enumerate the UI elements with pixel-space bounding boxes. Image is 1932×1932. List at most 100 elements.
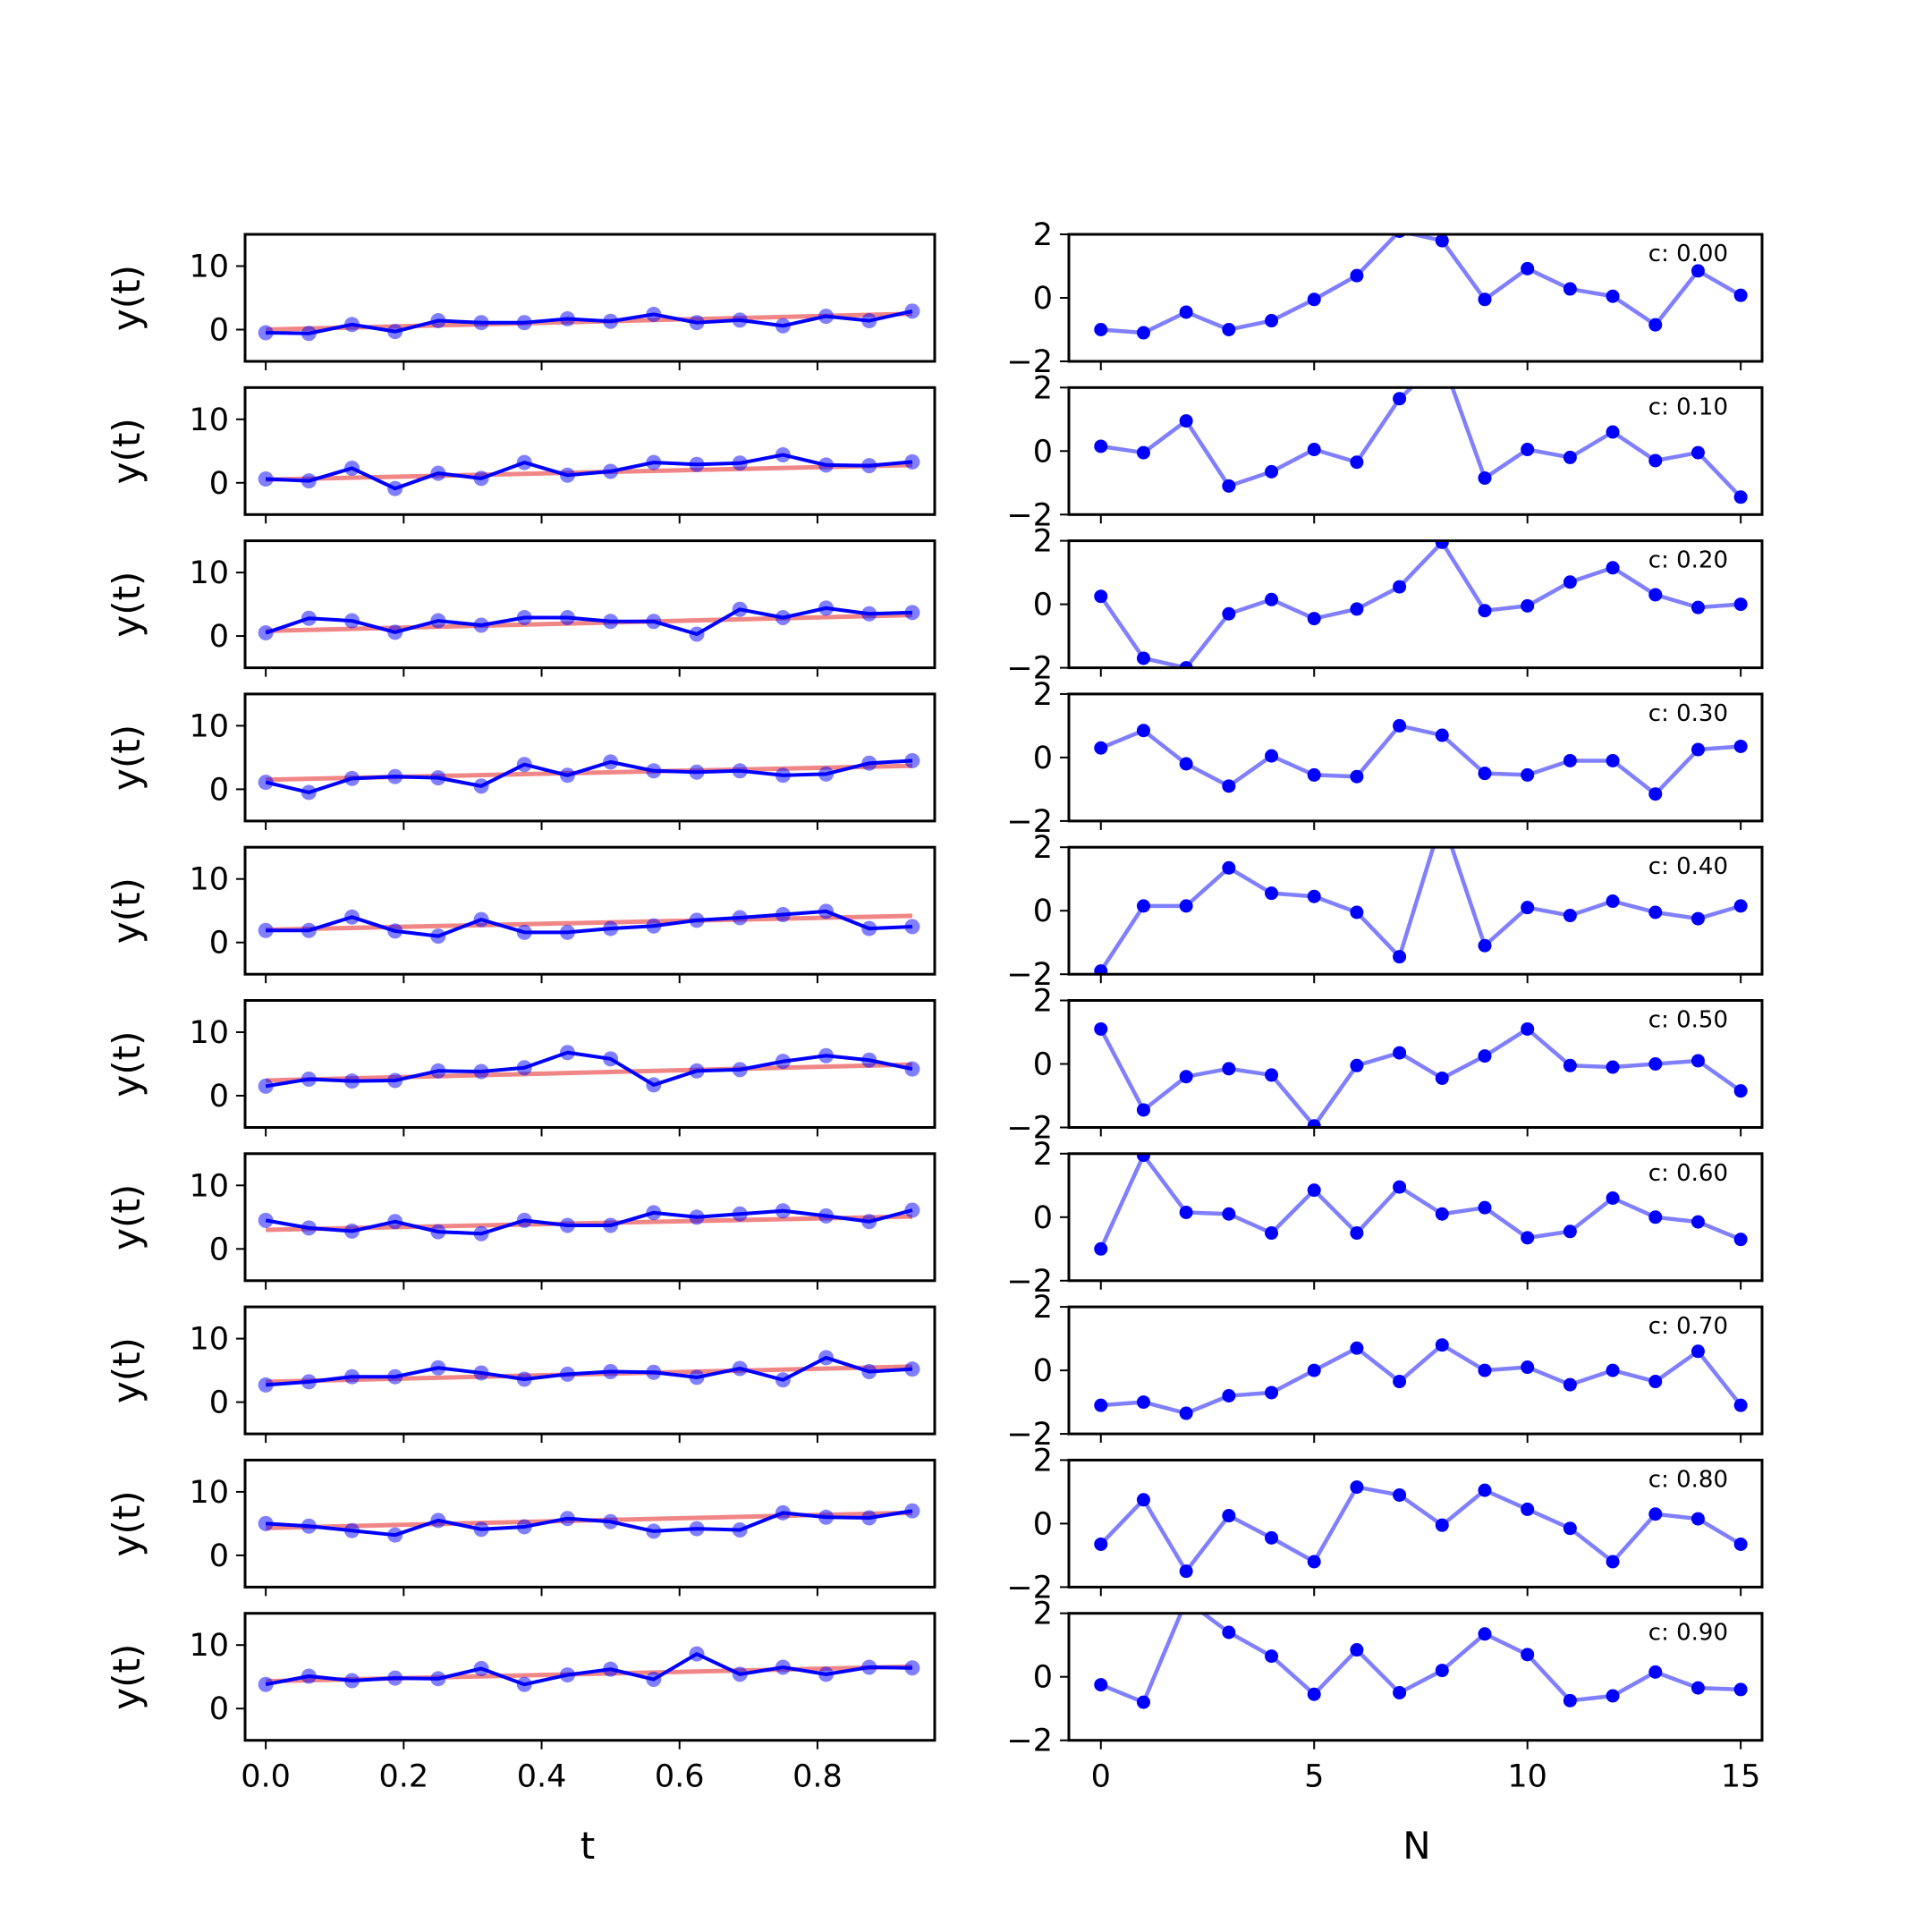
residual-marker [1733, 739, 1748, 753]
y-tick-label: 0 [1033, 588, 1053, 623]
y-tick-label: 2 [1033, 677, 1053, 713]
y-tick-label: 2 [1033, 217, 1053, 253]
residual-marker [1563, 1521, 1577, 1536]
residual-panel: −2 0 2 0 5 10 15 c: 0.90 [1006, 1597, 1764, 1795]
residual-marker [1648, 1375, 1663, 1389]
y-tick-label: 10 [189, 1322, 229, 1358]
residual-marker [1606, 1191, 1620, 1205]
residual-line [1100, 1343, 1742, 1416]
residual-marker [1521, 767, 1535, 782]
residual-marker [1690, 1215, 1705, 1229]
axes-frame [243, 1458, 936, 1589]
residual-marker [1350, 1058, 1364, 1072]
time-series-panel: 0 10 y(t) [105, 386, 936, 524]
residual-marker [1393, 718, 1407, 733]
observed-line [266, 309, 913, 335]
residual-plot-area [1094, 847, 1748, 975]
y-tick-label: 10 [189, 250, 229, 285]
y-tick-label: 2 [1033, 1597, 1053, 1632]
residual-marker [1478, 604, 1492, 618]
residual-marker [1350, 1480, 1364, 1495]
residual-marker [1179, 899, 1193, 913]
residual-marker [1733, 1398, 1748, 1412]
y-tick-label: −2 [1006, 1417, 1053, 1453]
y-tick-label: −2 [1006, 497, 1053, 533]
observed-line [266, 1509, 913, 1538]
residual-marker [1265, 1649, 1279, 1664]
observed-line [265, 606, 913, 636]
y-tick-label: −2 [1006, 957, 1053, 993]
residual-marker [1179, 757, 1193, 771]
residual-marker [1521, 1231, 1535, 1245]
time-series-panel: 0 10 y(t) [105, 845, 936, 984]
residual-marker [1648, 1210, 1663, 1224]
residual-marker [1393, 580, 1407, 594]
residual-marker [1222, 1062, 1236, 1076]
observed-line [266, 909, 913, 938]
y-tick-label: 0 [209, 619, 229, 655]
y-tick-label: 0 [209, 1538, 229, 1574]
residual-marker [1136, 1395, 1150, 1410]
right-x-axis-label: N [1402, 1824, 1430, 1868]
observed-line [265, 758, 913, 794]
left-x-axis-label: t [580, 1824, 595, 1868]
axes-frame [243, 692, 936, 823]
trend-line [266, 1062, 913, 1083]
residual-marker [1648, 1665, 1663, 1679]
residual-marker [1136, 899, 1150, 913]
residual-marker [1307, 612, 1321, 626]
residual-marker [1733, 1233, 1748, 1247]
residual-plot-area [1094, 1613, 1748, 1709]
residual-marker [1222, 779, 1236, 793]
residual-marker [1606, 1363, 1620, 1377]
y-tick-label: 0 [209, 772, 229, 808]
axes-frame [243, 1152, 936, 1283]
residual-marker [1690, 911, 1705, 926]
residual-marker [1350, 769, 1364, 784]
residual-plot-area [1094, 718, 1748, 801]
residual-marker [1521, 261, 1535, 275]
y-tick-label: 10 [189, 1628, 229, 1664]
residual-marker [1435, 1664, 1449, 1678]
residual-marker [1563, 1693, 1577, 1707]
observed-line [265, 1652, 912, 1687]
residual-line [1100, 234, 1742, 335]
residual-marker [1733, 899, 1748, 913]
residual-marker [1521, 1502, 1535, 1516]
residual-panel: −2 0 2 c: 0.70 [1006, 1290, 1764, 1453]
residual-marker [1690, 600, 1705, 614]
corner-label: c: 0.90 [1648, 1620, 1728, 1647]
residual-marker [1136, 326, 1150, 340]
residual-panel: −2 0 2 c: 0.50 [1006, 984, 1764, 1147]
y-tick-label: 0 [1033, 894, 1053, 929]
y-tick-label: 0 [1033, 1353, 1053, 1389]
residual-marker [1393, 1685, 1407, 1699]
corner-label: c: 0.40 [1648, 853, 1728, 880]
residual-marker [1690, 1344, 1705, 1359]
subplot-grid: 0 10 y(t) −2 0 2 c: 0.00 0 10 y(t) −2 0 2 c: 0.10 0 10 y… [105, 217, 1764, 1795]
residual-marker [1690, 1054, 1705, 1068]
subplot-row-3: 0 10 y(t) −2 0 2 c: 0.30 [105, 677, 1764, 840]
y-tick-label: 10 [189, 1015, 229, 1051]
residual-marker [1094, 1398, 1108, 1412]
residual-marker [1690, 445, 1705, 460]
residual-marker [1136, 1695, 1150, 1709]
residual-marker [1606, 753, 1620, 767]
axes-frame [243, 999, 936, 1129]
residual-panel: −2 0 2 c: 0.00 [1006, 217, 1764, 380]
residual-marker [1094, 1537, 1108, 1551]
residual-marker [1307, 1119, 1321, 1128]
y-axis-label: y(t) [105, 418, 148, 484]
y-tick-label: 0 [209, 313, 229, 349]
subplot-row-6: 0 10 y(t) −2 0 2 c: 0.60 [105, 1137, 1764, 1300]
residual-marker [1307, 1687, 1321, 1701]
y-axis-label: y(t) [105, 724, 148, 791]
residual-marker [1435, 1338, 1449, 1352]
subplot-row-7: 0 10 y(t) −2 0 2 c: 0.70 [105, 1290, 1764, 1453]
residual-marker [1307, 889, 1321, 903]
residual-marker [1478, 1483, 1492, 1497]
y-tick-label: −2 [1006, 1111, 1053, 1147]
y-tick-label: 0 [209, 1691, 229, 1727]
residual-marker [1478, 938, 1492, 953]
residual-marker [1265, 749, 1279, 763]
